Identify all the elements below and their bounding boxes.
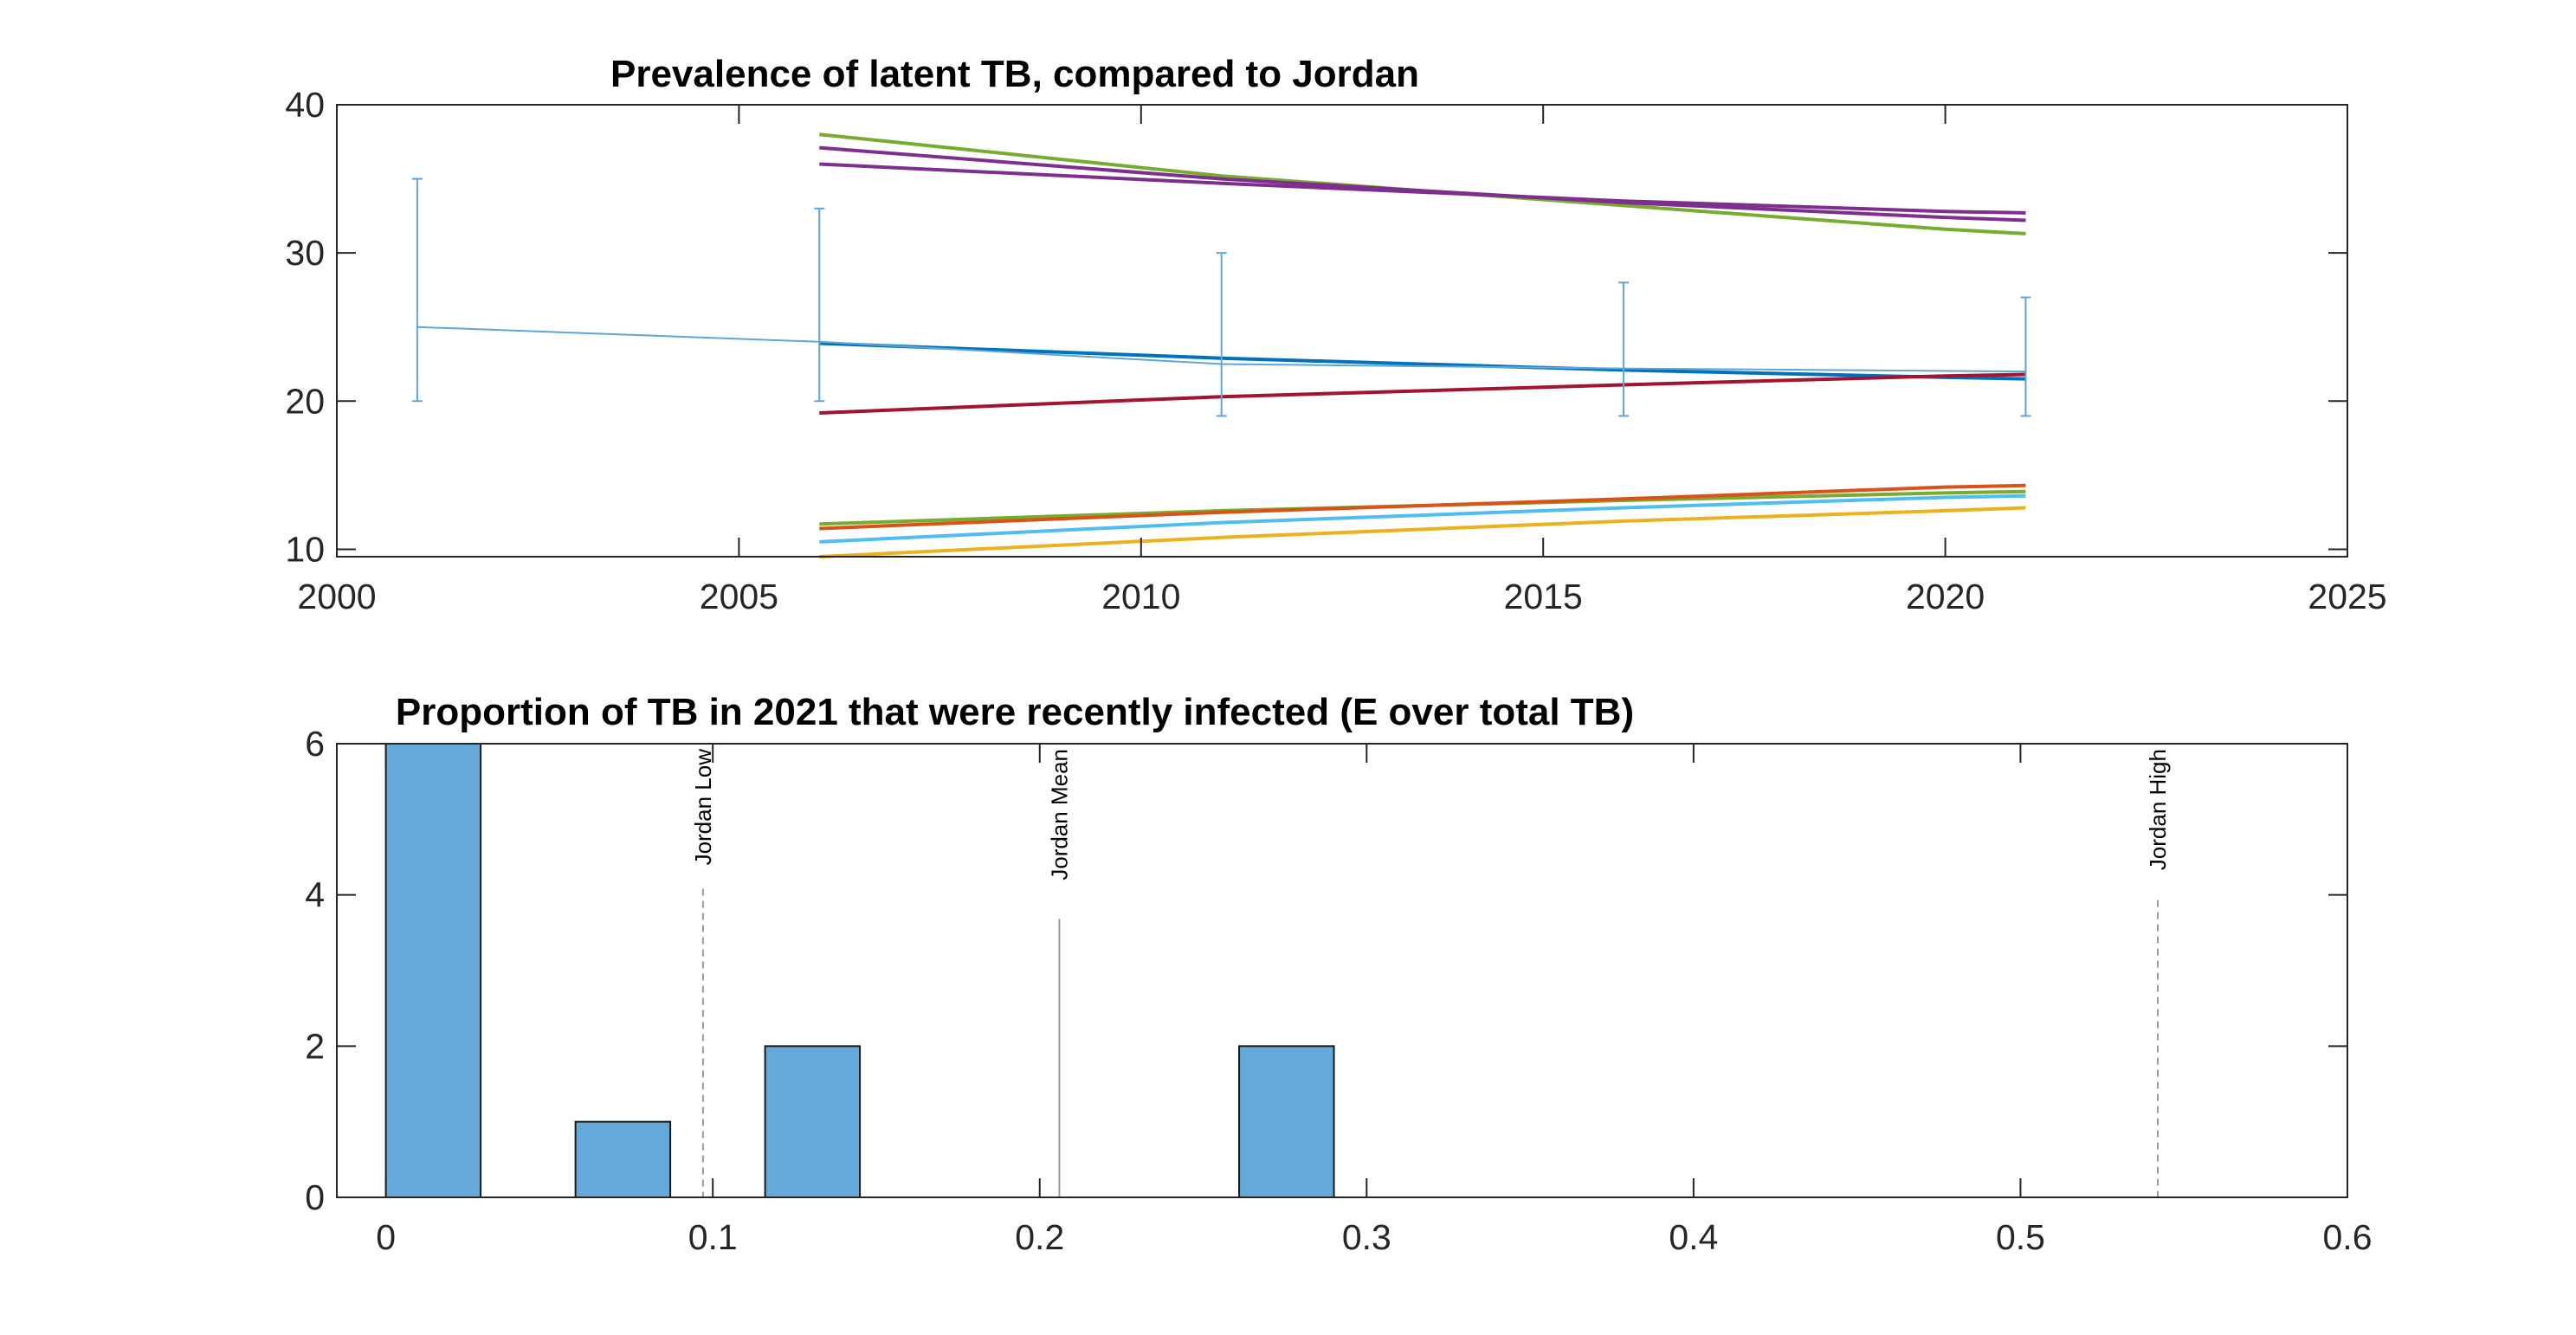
series-line bbox=[819, 506, 2026, 558]
series-line bbox=[819, 372, 2026, 415]
x-tick-label: 2020 bbox=[1906, 577, 1985, 616]
y-tick-label: 4 bbox=[305, 875, 325, 915]
proportion-histogram: Proportion of TB in 2021 that were recen… bbox=[305, 691, 2372, 1257]
y-tick-label: 10 bbox=[285, 529, 325, 569]
errorbar-group bbox=[411, 177, 2031, 417]
histogram-bar bbox=[384, 743, 482, 1198]
reference-line-label: Jordan Mean bbox=[1046, 749, 1072, 880]
series-line bbox=[819, 489, 2026, 526]
x-tick-label: 2005 bbox=[700, 577, 778, 616]
chart-title: Proportion of TB in 2021 that were recen… bbox=[396, 691, 1634, 733]
chart-title: Prevalence of latent TB, compared to Jor… bbox=[610, 53, 1419, 95]
series-line bbox=[819, 341, 2026, 381]
reference-line-label: Jordan High bbox=[2145, 749, 2171, 870]
histogram-bar bbox=[574, 1120, 672, 1198]
histogram-bar bbox=[1238, 1045, 1335, 1199]
bars-group bbox=[384, 743, 1335, 1199]
axis-ticks: 0 0.1 0.2 0.3 0.4 0.5 0.6 0 2 4 6 bbox=[305, 724, 2372, 1257]
x-tick-label: 2010 bbox=[1101, 577, 1180, 616]
series-line bbox=[819, 162, 2026, 215]
axis-ticks: 2000 2005 2010 2015 2020 2025 10 20 30 40 bbox=[285, 85, 2386, 616]
x-tick-label: 0.6 bbox=[2323, 1217, 2373, 1257]
prevalence-line-chart: Prevalence of latent TB, compared to Jor… bbox=[285, 53, 2386, 616]
x-tick-label: 0.5 bbox=[1996, 1217, 2045, 1257]
x-tick-label: 0 bbox=[376, 1217, 396, 1257]
series-line bbox=[819, 132, 2026, 235]
x-tick-label: 2025 bbox=[2308, 577, 2386, 616]
y-tick-label: 20 bbox=[285, 381, 325, 421]
y-tick-label: 6 bbox=[305, 724, 325, 764]
y-tick-label: 40 bbox=[285, 85, 325, 125]
series-line bbox=[819, 483, 2026, 531]
x-tick-label: 2015 bbox=[1504, 577, 1583, 616]
y-tick-label: 2 bbox=[305, 1026, 325, 1066]
series-group bbox=[819, 132, 2026, 558]
histogram-bar bbox=[764, 1045, 862, 1199]
plot-area-frame bbox=[336, 104, 2348, 558]
series-line bbox=[819, 493, 2026, 544]
x-tick-label: 0.3 bbox=[1342, 1217, 1391, 1257]
plot-area-frame bbox=[336, 743, 2348, 1198]
y-tick-label: 0 bbox=[305, 1177, 325, 1217]
reference-line-label: Jordan Low bbox=[690, 749, 716, 866]
x-tick-label: 0.4 bbox=[1669, 1217, 1718, 1257]
y-tick-label: 30 bbox=[285, 233, 325, 273]
x-tick-label: 0.2 bbox=[1015, 1217, 1064, 1257]
reference-lines-group: Jordan Low Jordan Mean Jordan High bbox=[690, 749, 2171, 1197]
x-tick-label: 2000 bbox=[297, 577, 376, 616]
x-tick-label: 0.1 bbox=[688, 1217, 738, 1257]
